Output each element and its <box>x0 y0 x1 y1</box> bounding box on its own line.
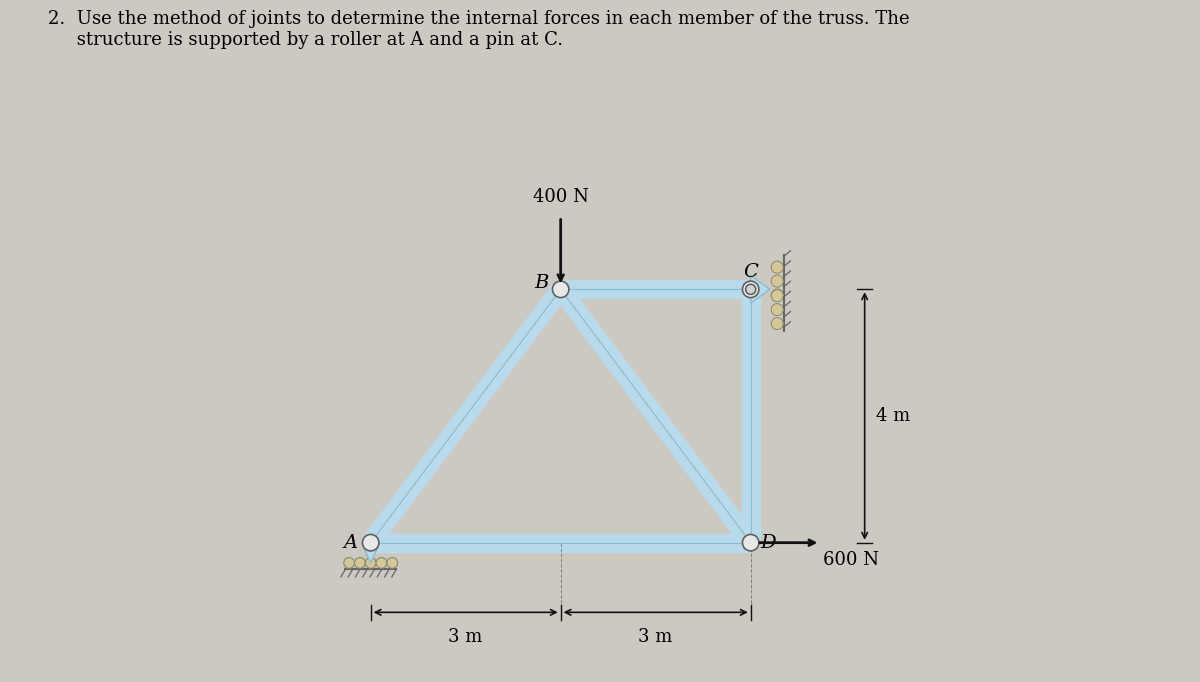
Text: 400 N: 400 N <box>533 188 589 206</box>
Circle shape <box>745 284 756 295</box>
Text: 4 m: 4 m <box>876 407 911 425</box>
Polygon shape <box>751 276 769 303</box>
Text: B: B <box>534 274 548 292</box>
Text: D: D <box>761 534 776 552</box>
Circle shape <box>772 275 784 287</box>
Circle shape <box>743 535 758 551</box>
Text: 600 N: 600 N <box>823 552 880 569</box>
Circle shape <box>772 261 784 273</box>
Circle shape <box>772 290 784 301</box>
Text: C: C <box>743 263 758 280</box>
Circle shape <box>552 281 569 297</box>
Text: A: A <box>343 534 358 552</box>
Circle shape <box>343 558 354 568</box>
Text: structure is supported by a roller at A and a pin at C.: structure is supported by a roller at A … <box>48 31 563 48</box>
Circle shape <box>386 558 397 568</box>
Text: 3 m: 3 m <box>638 628 673 646</box>
Circle shape <box>365 558 376 568</box>
Circle shape <box>362 535 379 551</box>
Circle shape <box>772 303 784 316</box>
Circle shape <box>376 558 386 568</box>
Polygon shape <box>364 546 378 563</box>
Text: 2.  Use the method of joints to determine the internal forces in each member of : 2. Use the method of joints to determine… <box>48 10 910 28</box>
Circle shape <box>365 536 377 549</box>
Circle shape <box>354 558 365 568</box>
Text: 3 m: 3 m <box>449 628 482 646</box>
Circle shape <box>772 318 784 329</box>
Circle shape <box>743 281 758 297</box>
Circle shape <box>772 289 784 301</box>
